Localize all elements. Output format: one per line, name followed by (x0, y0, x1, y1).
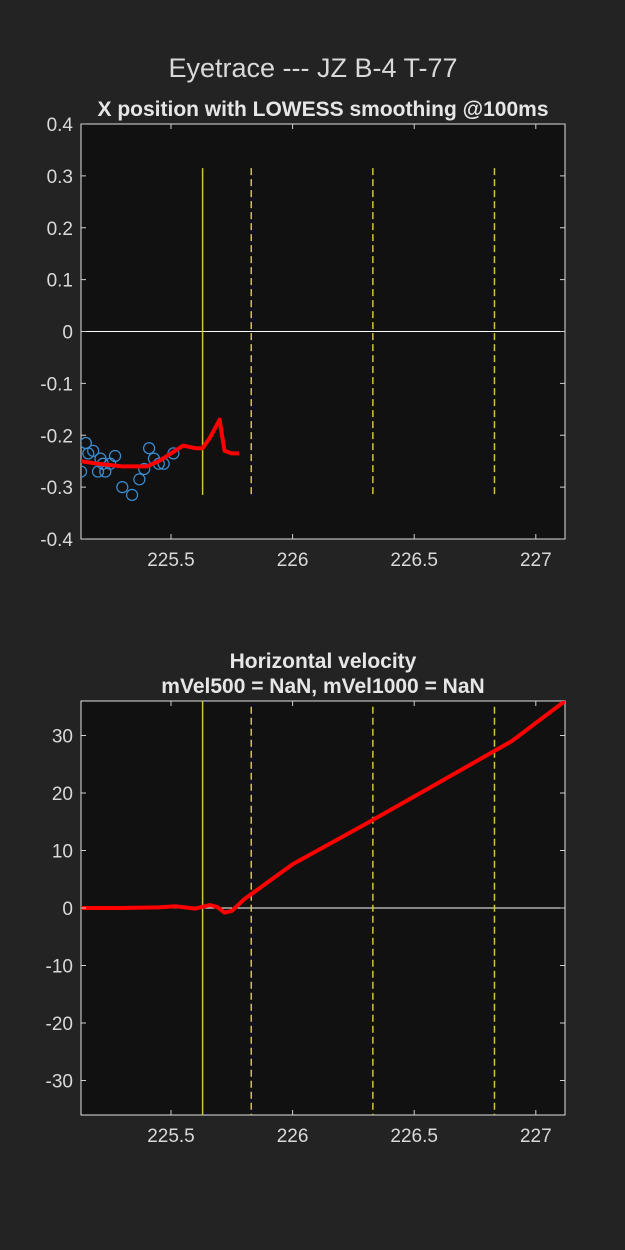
position-sample-point (125, 488, 139, 502)
velocity-ytick-label: 0 (62, 899, 73, 920)
position-axes: X position with LOWESS smoothing @100ms … (40, 98, 566, 571)
velocity-ytick-label: -20 (46, 1014, 73, 1035)
velocity-axes-title: Horizontal velocity (230, 650, 417, 673)
velocity-ytick-label: 10 (52, 842, 73, 863)
velocity-plot-content (81, 701, 565, 1115)
position-xtick-label: 226.5 (390, 550, 438, 571)
position-ytick-label: 0.3 (47, 167, 73, 188)
position-ytick-label: -0.2 (40, 426, 73, 447)
velocity-ytick-label: -30 (46, 1072, 73, 1093)
position-sample-point (138, 462, 151, 476)
position-sample-point (143, 442, 156, 455)
position-plot-content (81, 168, 565, 502)
velocity-trace-line (81, 701, 565, 915)
position-trace-line (81, 417, 240, 469)
position-ytick-label: 0.2 (47, 219, 73, 240)
velocity-xtick-label: 225.5 (147, 1126, 195, 1147)
position-ytick-label: -0.3 (40, 478, 73, 499)
position-sample-point (133, 473, 146, 486)
velocity-ytick-label: 20 (52, 784, 73, 805)
position-ytick-label: -0.1 (40, 374, 73, 395)
position-sample-point (108, 449, 122, 463)
position-sample-point (87, 444, 100, 457)
position-axes-title: X position with LOWESS smoothing @100ms (97, 98, 548, 121)
position-sample-point (116, 481, 129, 494)
velocity-xtick-label: 226 (277, 1126, 309, 1147)
position-ytick-label: 0 (62, 323, 73, 344)
velocity-ytick-label: -10 (46, 957, 73, 978)
position-xtick-label: 225.5 (147, 550, 195, 571)
figure-title: Eyetrace --- JZ B-4 T-77 (168, 53, 457, 83)
position-xtick-label: 227 (520, 550, 552, 571)
velocity-ytick-label: 30 (52, 727, 73, 748)
position-ytick-label: 0.4 (47, 115, 74, 136)
velocity-axes-subtitle: mVel500 = NaN, mVel1000 = NaN (161, 675, 484, 698)
position-sample-point (81, 465, 88, 478)
velocity-axes: Horizontal velocity mVel500 = NaN, mVel1… (46, 650, 566, 1147)
position-ytick-label: -0.4 (40, 530, 73, 551)
velocity-xtick-label: 226.5 (390, 1126, 438, 1147)
position-ytick-label: 0.1 (47, 271, 73, 292)
velocity-xtick-label: 227 (520, 1126, 552, 1147)
position-xtick-label: 226 (277, 550, 309, 571)
